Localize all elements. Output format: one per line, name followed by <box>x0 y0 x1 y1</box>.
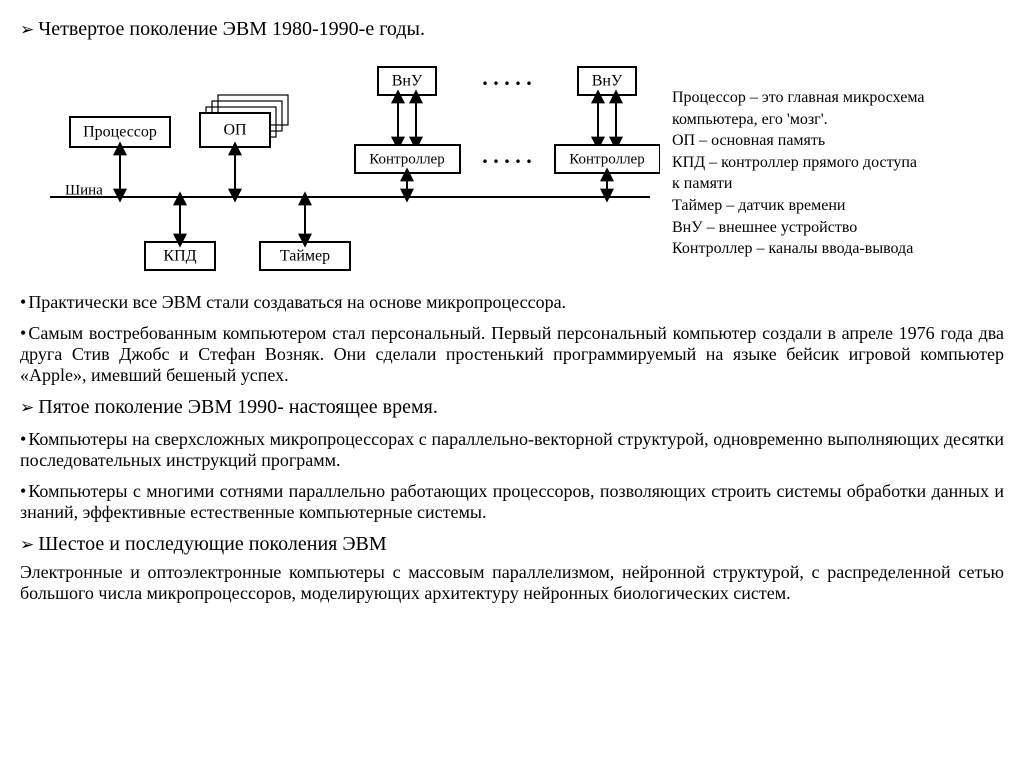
legend: Процессор – это главная микросхема компь… <box>660 47 924 260</box>
bus-diagram: Шина Процессор ОП ВнУ ВнУ . . . . . <box>20 47 660 282</box>
node-processor: Процессор <box>83 124 157 141</box>
node-kpd: КПД <box>163 248 196 265</box>
para-parallel: Компьютеры с многими сотнями параллельно… <box>20 481 1004 523</box>
node-controller-2: Контроллер <box>569 151 644 167</box>
dots-mid: . . . . . <box>482 143 532 168</box>
heading-gen5: Пятое поколение ЭВМ 1990- настоящее врем… <box>20 396 1004 419</box>
legend-line: Таймер – датчик времени <box>672 195 924 217</box>
legend-line: ОП – основная память <box>672 130 924 152</box>
bus-label: Шина <box>65 182 103 198</box>
legend-line: к памяти <box>672 173 924 195</box>
legend-line: Контроллер – каналы ввода-вывода <box>672 238 924 260</box>
legend-line: ВнУ – внешнее устройство <box>672 217 924 239</box>
node-vnu-1: ВнУ <box>392 73 423 90</box>
legend-line: КПД – контроллер прямого доступа <box>672 152 924 174</box>
para-apple: Самым востребованным компьютером стал пе… <box>20 323 1004 386</box>
node-timer: Таймер <box>280 248 330 265</box>
para-microprocessor: Практически все ЭВМ стали создаваться на… <box>20 292 1004 313</box>
para-vector: Компьютеры на сверхсложных микропроцессо… <box>20 429 1004 471</box>
diagram-and-legend-row: Шина Процессор ОП ВнУ ВнУ . . . . . <box>20 47 1004 282</box>
heading-gen6: Шестое и последующие поколения ЭВМ <box>20 533 1004 556</box>
node-controller-1: Контроллер <box>369 151 444 167</box>
legend-line: Процессор – это главная микросхема <box>672 87 924 109</box>
node-vnu-2: ВнУ <box>592 73 623 90</box>
legend-line: компьютера, его 'мозг'. <box>672 109 924 131</box>
para-neural: Электронные и оптоэлектронные компьютеры… <box>20 562 1004 604</box>
dots-top: . . . . . <box>482 65 532 90</box>
heading-gen4: Четвертое поколение ЭВМ 1980-1990-е годы… <box>20 18 1004 41</box>
node-op: ОП <box>223 122 247 139</box>
